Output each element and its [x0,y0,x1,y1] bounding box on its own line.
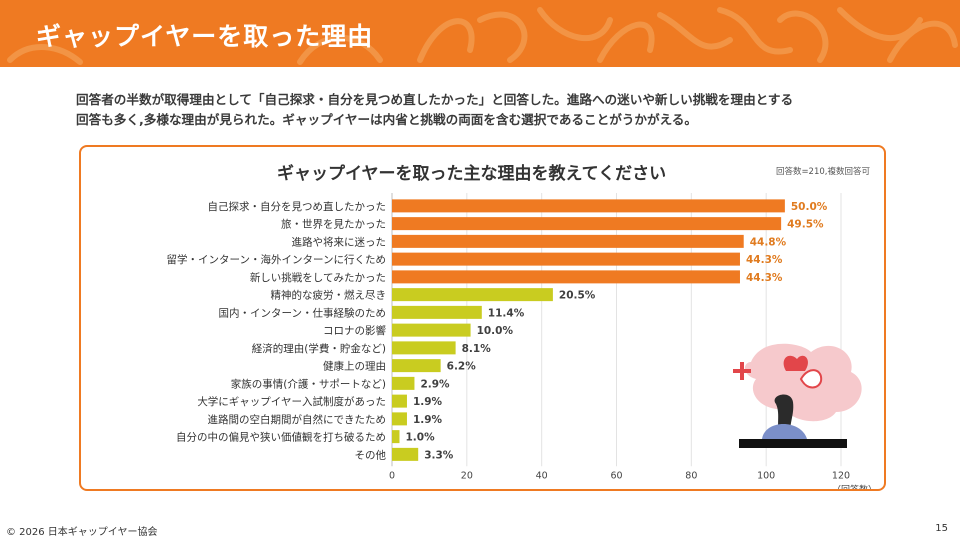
value-label: 1.9% [413,396,443,408]
category-label: コロナの影響 [323,324,386,337]
page-title: ギャップイヤーを取った理由 [36,22,374,51]
value-label: 10.0% [477,325,514,337]
value-label: 49.5% [787,219,824,231]
category-label: 進路や将来に迷った [292,235,387,248]
x-tick-label: 100 [757,470,775,481]
bar [392,288,553,302]
x-tick-label: 120 [832,470,850,481]
x-tick-label: 20 [461,470,473,481]
category-label: 進路間の空白期間が自然にできたため [208,413,387,426]
bar-chart: 自己探求・自分を見つめ直したかった旅・世界を見たかった進路や将来に迷った留学・イ… [167,193,877,489]
x-tick-label: 60 [610,470,622,481]
bar [392,234,744,248]
x-tick-label: 40 [536,470,548,481]
header-banner: ギャップイヤーを取った理由 [0,0,960,67]
category-label: 精神的な疲労・燃え尽き [271,289,387,302]
summary-text: 回答者の半数が取得理由として「自己探求・自分を見つめ直したかった」と回答した。進… [76,90,896,130]
bars [392,199,785,461]
summary-line-1: 回答者の半数が取得理由として「自己探求・自分を見つめ直したかった」と回答した。進… [76,92,794,107]
category-label: 家族の事情(介護・サポートなど) [231,377,386,390]
value-label: 2.9% [420,378,450,390]
value-label: 1.9% [413,414,443,426]
bar [392,412,407,426]
category-label: 国内・インターン・仕事経験のため [219,306,386,319]
value-label: 1.0% [405,432,435,444]
bar [392,376,415,390]
chart-note: 回答数=210,複数回答可 [775,167,870,177]
header-pattern [7,7,958,65]
category-label: 旅・世界を見たかった [281,218,386,231]
x-axis-ticks: 0 20 40 60 80 100 120 [389,470,850,481]
bar [392,447,419,461]
category-label: その他 [355,448,387,461]
summary-line-2: 回答も多く,多様な理由が見られた。ギャップイヤーは内省と挑戦の両面を含む選択であ… [76,112,697,127]
bar [392,270,740,284]
bar [392,305,482,319]
value-label: 44.3% [746,254,783,266]
bar [392,252,740,266]
value-labels: 50.0% 49.5%44.8% 44.3% 44.3% 20.5% 11.4% 10.0%… [405,201,827,462]
value-label: 20.5% [559,290,596,302]
category-label: 経済的理由(学費・貯金など) [252,342,386,355]
bar [392,199,785,213]
value-label: 44.3% [746,272,783,284]
page-number: 15 [935,523,948,534]
category-labels: 自己探求・自分を見つめ直したかった旅・世界を見たかった進路や将来に迷った留学・イ… [167,200,387,462]
chart-panel: ギャップイヤーを取った主な理由を教えてください 回答数=210,複数回答可 自己… [79,145,886,491]
category-label: 自己探求・自分を見つめ直したかった [208,200,387,213]
bar [392,341,456,355]
value-label: 50.0% [791,201,828,213]
bar [392,430,400,444]
category-label: 健康上の理由 [323,360,386,373]
bar [392,359,441,373]
value-label: 8.1% [462,343,492,355]
bar [392,217,782,231]
value-label: 11.4% [488,307,525,319]
x-axis-label: （回答数） [832,483,877,489]
category-label: 留学・インターン・海外インターンに行くため [167,253,386,266]
category-label: 大学にギャップイヤー入試制度があった [197,395,386,408]
value-label: 6.2% [447,361,477,373]
copyright: © 2026 日本ギャップイヤー協会 [6,527,158,538]
value-label: 44.8% [750,236,787,248]
bar [392,394,407,408]
x-tick-label: 0 [389,470,395,481]
x-tick-label: 80 [685,470,697,481]
category-label: 自分の中の偏見や狭い価値観を打ち破るため [176,431,386,444]
chart-title: ギャップイヤーを取った主な理由を教えてください [277,164,667,184]
thinking-person-illustration [733,343,862,448]
category-label: 新しい挑戦をしてみたかった [250,271,386,284]
bar [392,323,471,337]
value-label: 3.3% [424,449,454,461]
